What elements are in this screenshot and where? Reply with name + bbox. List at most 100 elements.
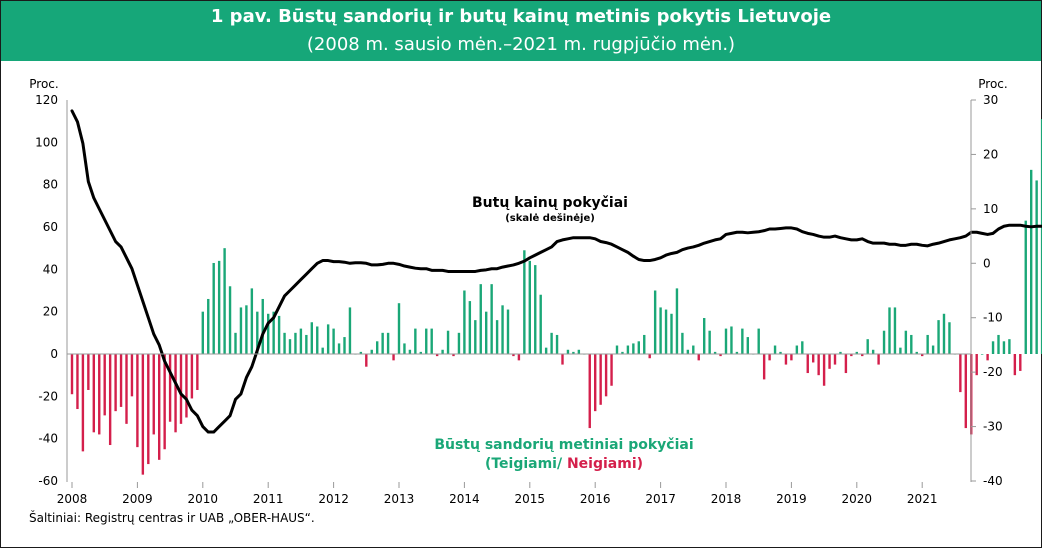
bar bbox=[959, 354, 962, 393]
x-tick-label: 2018 bbox=[711, 492, 742, 506]
bar bbox=[697, 354, 700, 361]
bar bbox=[768, 354, 771, 361]
bar bbox=[283, 332, 286, 354]
bar bbox=[185, 354, 188, 418]
chart-header: 1 pav. Būstų sandorių ir butų kainų meti… bbox=[1, 1, 1041, 61]
bar bbox=[125, 354, 128, 424]
left-tick-label: 120 bbox=[35, 93, 58, 107]
bar bbox=[741, 328, 744, 354]
left-tick-label: 20 bbox=[43, 305, 58, 319]
bar bbox=[844, 354, 848, 374]
bar bbox=[910, 334, 913, 354]
bar bbox=[490, 284, 493, 354]
bar bbox=[370, 349, 373, 354]
bar bbox=[326, 324, 330, 354]
bar bbox=[288, 339, 292, 354]
bar bbox=[485, 311, 488, 354]
bar bbox=[893, 307, 897, 354]
bar bbox=[861, 354, 864, 357]
bar bbox=[201, 311, 204, 354]
bar bbox=[76, 354, 79, 410]
bar bbox=[888, 307, 891, 354]
right-tick-label: -20 bbox=[983, 365, 1003, 379]
right-tick-label: -40 bbox=[983, 474, 1003, 488]
bar bbox=[1040, 119, 1042, 354]
bar bbox=[512, 354, 515, 357]
bar bbox=[452, 354, 455, 357]
bar bbox=[1013, 354, 1017, 376]
bar bbox=[855, 351, 858, 354]
bar bbox=[713, 351, 717, 354]
bar bbox=[839, 351, 842, 354]
bar bbox=[980, 354, 984, 355]
bar bbox=[784, 354, 788, 365]
bar bbox=[997, 334, 1000, 354]
bar bbox=[392, 354, 395, 361]
bar bbox=[931, 345, 935, 354]
bar bbox=[942, 313, 946, 354]
bar bbox=[386, 332, 390, 354]
left-tick-label: -40 bbox=[38, 432, 58, 446]
bar bbox=[207, 298, 210, 354]
bar bbox=[430, 328, 433, 354]
bar bbox=[790, 354, 793, 361]
bar bbox=[594, 354, 597, 412]
bar bbox=[474, 320, 477, 354]
bar bbox=[408, 349, 412, 354]
line-series-label: Butų kainų pokyčiai bbox=[472, 195, 628, 211]
bar bbox=[550, 332, 553, 354]
bar bbox=[577, 349, 581, 354]
bar bbox=[376, 341, 379, 354]
left-tick-label: -20 bbox=[38, 389, 58, 403]
bar bbox=[757, 328, 760, 354]
bar-series-label: Būstų sandorių metiniai pokyčiai bbox=[434, 437, 693, 453]
bar bbox=[234, 332, 237, 354]
bar bbox=[615, 345, 619, 354]
bar bbox=[539, 294, 542, 354]
bar bbox=[599, 354, 602, 405]
bar bbox=[239, 307, 243, 354]
bar bbox=[141, 354, 145, 475]
bar bbox=[877, 354, 880, 365]
bar bbox=[850, 354, 853, 357]
bar bbox=[664, 309, 668, 354]
bar bbox=[256, 311, 259, 354]
bar bbox=[675, 288, 679, 354]
bar bbox=[686, 349, 690, 354]
left-tick-label: 0 bbox=[50, 347, 58, 361]
bar bbox=[250, 288, 254, 354]
right-tick-label: 0 bbox=[983, 256, 991, 270]
bar bbox=[130, 354, 134, 397]
bar bbox=[904, 330, 908, 354]
bar bbox=[632, 343, 635, 354]
bar bbox=[588, 354, 591, 429]
bar bbox=[523, 250, 526, 354]
bar bbox=[179, 354, 183, 424]
bar bbox=[245, 305, 248, 354]
bar bbox=[921, 354, 924, 357]
bar bbox=[294, 332, 297, 354]
bar bbox=[98, 354, 101, 435]
bar bbox=[190, 354, 194, 399]
bar bbox=[670, 313, 673, 354]
left-tick-label: -60 bbox=[38, 474, 58, 488]
bar bbox=[517, 354, 521, 361]
chart-title: 1 pav. Būstų sandorių ir butų kainų meti… bbox=[210, 6, 832, 27]
x-tick-label: 2009 bbox=[122, 492, 153, 506]
x-tick-label: 2013 bbox=[384, 492, 415, 506]
bar bbox=[991, 341, 995, 354]
bar bbox=[277, 315, 281, 354]
bar bbox=[626, 345, 630, 354]
bar bbox=[1035, 180, 1038, 354]
bar bbox=[228, 286, 232, 354]
bar bbox=[114, 354, 117, 412]
left-tick-label: 80 bbox=[43, 178, 58, 192]
x-tick-label: 2017 bbox=[645, 492, 676, 506]
x-tick-label: 2015 bbox=[515, 492, 546, 506]
right-tick-label: 30 bbox=[983, 93, 998, 107]
price-change-line bbox=[70, 109, 1042, 434]
bar bbox=[1030, 169, 1033, 354]
bar bbox=[681, 332, 684, 354]
x-tick-label: 2016 bbox=[580, 492, 611, 506]
right-tick-label: 20 bbox=[983, 147, 998, 161]
